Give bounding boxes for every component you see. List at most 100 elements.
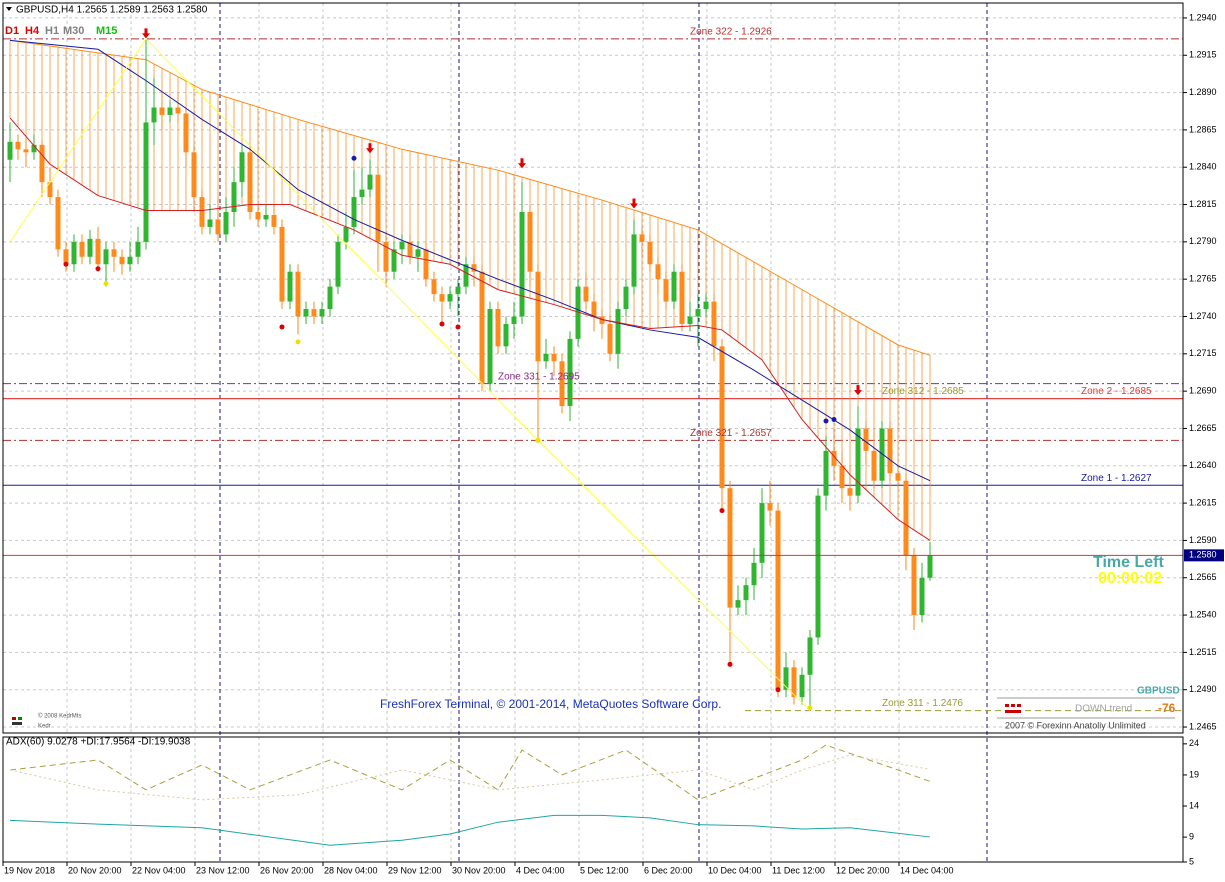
candle-body bbox=[63, 249, 69, 265]
y-tick-label: 1.2940 bbox=[1189, 12, 1217, 22]
timeframe: H1 bbox=[45, 25, 59, 37]
sub-tick-label: 5 bbox=[1189, 856, 1194, 866]
candle-body bbox=[599, 316, 605, 324]
sub-tick-label: 24 bbox=[1189, 738, 1199, 748]
kedr-icon bbox=[12, 717, 16, 720]
x-tick-label: 6 Dec 20:00 bbox=[644, 865, 693, 875]
candle-body bbox=[103, 249, 109, 265]
x-tick-label: 5 Dec 12:00 bbox=[580, 865, 629, 875]
candle-body bbox=[127, 256, 133, 265]
candle-body bbox=[503, 323, 509, 347]
y-tick-label: 1.2790 bbox=[1189, 236, 1217, 246]
candle-body bbox=[191, 152, 197, 198]
candle-body bbox=[575, 286, 581, 339]
candle-body bbox=[31, 144, 37, 153]
candle-body bbox=[479, 271, 485, 384]
x-tick-label: 19 Nov 2018 bbox=[4, 865, 55, 875]
signal-arrow bbox=[854, 385, 862, 396]
candle-body bbox=[359, 189, 365, 198]
x-tick-label: 10 Dec 04:00 bbox=[708, 865, 762, 875]
candle-body bbox=[183, 113, 189, 153]
signal-dot bbox=[535, 437, 541, 443]
candle-body bbox=[583, 286, 589, 302]
candle-body bbox=[823, 450, 829, 496]
signal-dot bbox=[719, 508, 725, 514]
candle-body bbox=[559, 361, 565, 407]
signal-dot bbox=[439, 321, 445, 327]
candle-body bbox=[311, 309, 317, 317]
x-tick-label: 23 Nov 12:00 bbox=[196, 865, 250, 875]
candle-body bbox=[447, 294, 453, 302]
sub-tick-label: 19 bbox=[1189, 769, 1199, 779]
signal-arrow bbox=[142, 28, 150, 39]
x-tick-label: 30 Nov 20:00 bbox=[452, 865, 506, 875]
candle-body bbox=[247, 152, 253, 212]
candle-body bbox=[511, 316, 517, 324]
candles bbox=[7, 38, 933, 711]
signal-dot bbox=[95, 266, 101, 272]
candle-body bbox=[455, 286, 461, 295]
candle-body bbox=[239, 152, 245, 183]
candle-body bbox=[263, 214, 269, 220]
y-tick-label: 1.2565 bbox=[1189, 572, 1217, 582]
zone-label: Zone 2 - 1.2685 bbox=[1081, 386, 1152, 397]
candle-body bbox=[7, 141, 13, 160]
candle-body bbox=[175, 107, 181, 114]
x-tick-label: 22 Nov 04:00 bbox=[132, 865, 186, 875]
candle-body bbox=[887, 428, 893, 474]
candle-body bbox=[863, 428, 869, 451]
labels: 1.2465 1.2490 1.2515 1.2540 1.2565 1.2590 1.26… bbox=[2, 12, 1224, 875]
candle-body bbox=[615, 309, 621, 354]
candle-body bbox=[215, 219, 221, 235]
candle-body bbox=[727, 488, 733, 608]
candle-body bbox=[855, 428, 861, 496]
candle-body bbox=[743, 585, 749, 601]
kedr-credit: Kedr bbox=[38, 724, 51, 730]
signal-dot bbox=[279, 324, 285, 330]
candle-body bbox=[143, 122, 149, 242]
candle-body bbox=[679, 271, 685, 324]
sub-tick-label: 9 bbox=[1189, 831, 1194, 841]
candle-body bbox=[839, 465, 845, 489]
candle-body bbox=[279, 226, 285, 302]
candle-body bbox=[319, 309, 325, 317]
signal-dot bbox=[63, 261, 69, 267]
candle-body bbox=[95, 238, 101, 265]
candle-body bbox=[791, 667, 797, 698]
signal-arrow bbox=[630, 198, 638, 209]
timeframe: M15 bbox=[96, 25, 117, 37]
signal-dot bbox=[727, 661, 733, 667]
zone-label: Zone 322 - 1.2926 bbox=[690, 26, 772, 37]
candle-body bbox=[375, 174, 381, 242]
candle-body bbox=[871, 450, 877, 481]
menu-triangle bbox=[6, 7, 12, 11]
candle-body bbox=[927, 555, 933, 578]
candle-body bbox=[919, 577, 925, 616]
y-tick-label: 1.2540 bbox=[1189, 609, 1217, 619]
panel-icon bbox=[1005, 710, 1021, 713]
x-tick-label: 12 Dec 20:00 bbox=[836, 865, 890, 875]
panel-icon bbox=[1005, 704, 1009, 707]
signal-dot bbox=[103, 281, 109, 287]
timeframe: M30 bbox=[63, 25, 84, 37]
candle-body bbox=[383, 241, 389, 272]
timeframe: H4 bbox=[25, 25, 40, 37]
candle-body bbox=[431, 279, 437, 295]
candle-body bbox=[831, 450, 837, 466]
candle-body bbox=[847, 488, 853, 496]
candle-body bbox=[71, 241, 77, 265]
signal-dot bbox=[295, 339, 301, 345]
header: GBPUSD,H4 1.2565 1.2589 1.2563 1.2580 bbox=[16, 5, 208, 16]
y-tick-label: 1.2740 bbox=[1189, 311, 1217, 321]
candle-body bbox=[527, 211, 533, 272]
timer: 00:00:02 bbox=[1098, 570, 1162, 587]
candle-body bbox=[423, 249, 429, 280]
candle-body bbox=[551, 353, 557, 362]
candle-body bbox=[439, 294, 445, 302]
candle-body bbox=[79, 241, 85, 257]
candle-body bbox=[487, 309, 493, 384]
candle-body bbox=[159, 107, 165, 115]
candle-body bbox=[735, 600, 741, 608]
